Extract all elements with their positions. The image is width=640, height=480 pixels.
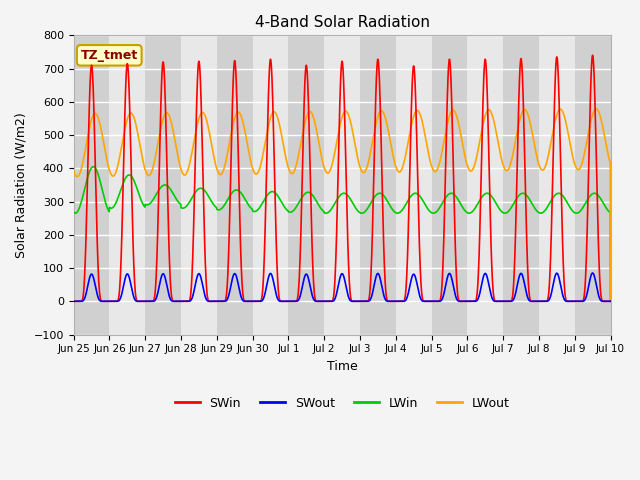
- Bar: [74, 36, 109, 335]
- X-axis label: Time: Time: [326, 360, 358, 373]
- Bar: [396, 36, 431, 335]
- Title: 4-Band Solar Radiation: 4-Band Solar Radiation: [255, 15, 429, 30]
- Text: TZ_tmet: TZ_tmet: [81, 49, 138, 62]
- Bar: [217, 36, 253, 335]
- Bar: [539, 36, 575, 335]
- Bar: [467, 36, 503, 335]
- Bar: [503, 36, 539, 335]
- Bar: [360, 36, 396, 335]
- Bar: [431, 36, 467, 335]
- Bar: [253, 36, 289, 335]
- Bar: [575, 36, 611, 335]
- Bar: [181, 36, 217, 335]
- Bar: [289, 36, 324, 335]
- Y-axis label: Solar Radiation (W/m2): Solar Radiation (W/m2): [15, 112, 28, 258]
- Bar: [145, 36, 181, 335]
- Legend: SWin, SWout, LWin, LWout: SWin, SWout, LWin, LWout: [170, 392, 515, 415]
- Bar: [109, 36, 145, 335]
- Bar: [324, 36, 360, 335]
